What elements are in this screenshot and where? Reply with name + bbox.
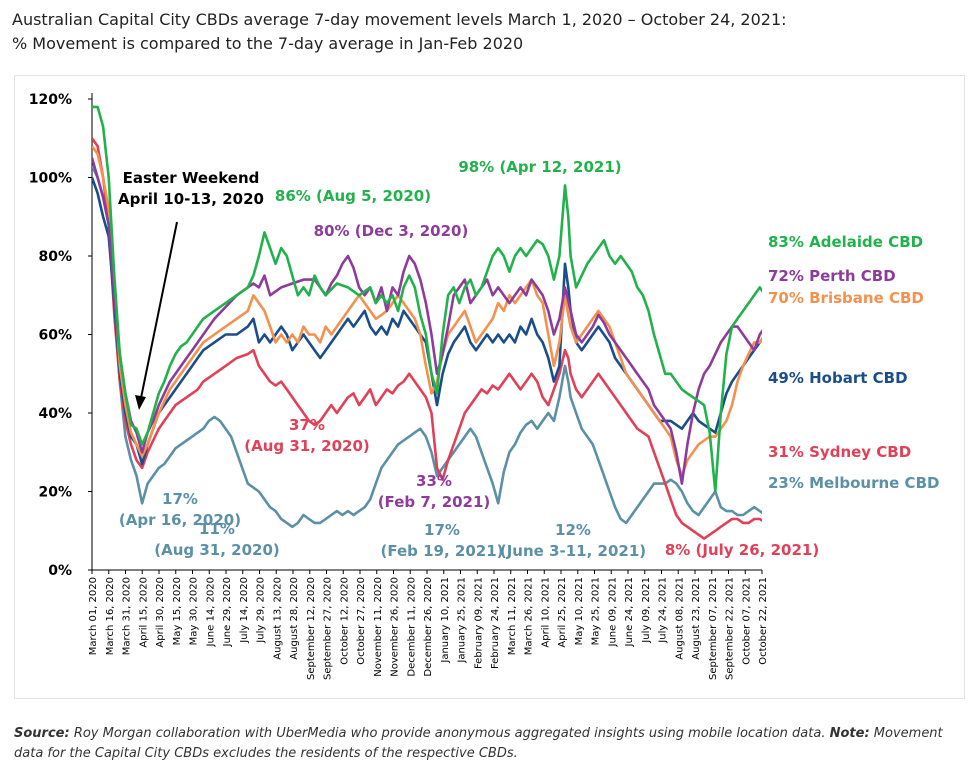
y-tick-label: 100% bbox=[29, 171, 72, 187]
end-label-perth-cbd: 72% Perth CBD bbox=[768, 267, 896, 285]
x-tick-label: December 26, 2020 bbox=[423, 577, 434, 677]
x-tick-label: April 15, 2020 bbox=[138, 577, 149, 648]
x-tick-label: March 11, 2021 bbox=[507, 577, 518, 655]
x-tick-label: March 16, 2020 bbox=[105, 577, 116, 655]
annotation-easter: Easter Weekend bbox=[123, 169, 260, 187]
y-tick-label: 80% bbox=[38, 249, 72, 265]
x-tick-label: July 09, 2021 bbox=[641, 577, 652, 644]
x-tick-label: September 12, 2020 bbox=[306, 577, 317, 680]
annotation-m-aug: 11% bbox=[199, 520, 235, 538]
annotation-m-apr: (Apr 16, 2020) bbox=[119, 511, 241, 529]
annotation-easter: April 10-13, 2020 bbox=[118, 190, 264, 208]
x-tick-label: August 13, 2020 bbox=[272, 577, 283, 660]
x-tick-label: September 27, 2020 bbox=[323, 577, 334, 680]
chart-title: Australian Capital City CBDs average 7-d… bbox=[12, 8, 957, 56]
annotation-a-peak2021: 98% (Apr 12, 2021) bbox=[458, 158, 621, 176]
x-tick-label: January 10, 2021 bbox=[440, 577, 451, 664]
annotation-s-aug: (Aug 31, 2020) bbox=[244, 437, 370, 455]
y-tick-label: 20% bbox=[38, 485, 72, 501]
annotation-p-dec: 80% (Dec 3, 2020) bbox=[314, 222, 469, 240]
x-tick-label: June 09, 2021 bbox=[607, 577, 618, 648]
x-tick-label: April 10, 2021 bbox=[540, 577, 551, 648]
series-line-adelaide-cbd bbox=[92, 105, 762, 493]
x-tick-label: July 14, 2020 bbox=[239, 577, 250, 644]
x-tick-label: September 07, 2021 bbox=[708, 577, 719, 680]
y-tick-label: 0% bbox=[48, 563, 72, 579]
chart-title-line-2: % Movement is compared to the 7-day aver… bbox=[12, 34, 524, 53]
y-tick-label: 60% bbox=[38, 328, 72, 344]
x-tick-label: March 31, 2020 bbox=[122, 577, 133, 655]
annotation-a-peak2020: 86% (Aug 5, 2020) bbox=[275, 187, 431, 205]
x-tick-label: May 30, 2020 bbox=[189, 577, 200, 645]
end-label-hobart-cbd: 49% Hobart CBD bbox=[768, 369, 908, 387]
x-tick-label: August 23, 2021 bbox=[691, 577, 702, 660]
x-tick-label: August 28, 2020 bbox=[289, 577, 300, 660]
annotation-p-feb: (Feb 7, 2021) bbox=[378, 493, 491, 511]
x-tick-label: February 09, 2021 bbox=[473, 577, 484, 669]
easter-arrow-head bbox=[135, 395, 146, 410]
x-tick-label: May 10, 2021 bbox=[574, 577, 585, 645]
source-note: Source: Roy Morgan collaboration with Ub… bbox=[14, 724, 954, 764]
x-tick-label: July 24, 2021 bbox=[658, 577, 669, 644]
annotation-p-feb: 33% bbox=[416, 472, 452, 490]
x-tick-label: March 26, 2021 bbox=[524, 577, 535, 655]
x-tick-label: June 24, 2021 bbox=[624, 577, 635, 648]
series-line-brisbane-cbd bbox=[92, 145, 762, 478]
x-tick-label: June 14, 2020 bbox=[205, 577, 216, 648]
x-tick-label: October 22, 2021 bbox=[758, 577, 769, 665]
end-label-adelaide-cbd: 83% Adelaide CBD bbox=[768, 233, 923, 251]
annotation-s-july: 8% (July 26, 2021) bbox=[665, 541, 819, 559]
series-line-sydney-cbd bbox=[92, 137, 762, 540]
annotation-s-aug: 37% bbox=[289, 416, 325, 434]
easter-arrow-line bbox=[140, 221, 178, 399]
y-tick-label: 40% bbox=[38, 406, 72, 422]
x-tick-label: August 08, 2021 bbox=[674, 577, 685, 660]
x-tick-label: October 07, 2021 bbox=[741, 577, 752, 665]
x-tick-label: October 27, 2020 bbox=[356, 577, 367, 665]
source-text: Roy Morgan collaboration with UberMedia … bbox=[69, 726, 830, 741]
x-tick-label: July 29, 2020 bbox=[256, 577, 267, 644]
annotation-m-apr: 17% bbox=[162, 490, 198, 508]
x-tick-label: September 22, 2021 bbox=[725, 577, 736, 680]
note-text: Movement data for the Capital City CBDs … bbox=[14, 726, 943, 761]
x-tick-label: April 25, 2021 bbox=[557, 577, 568, 648]
annotation-m-june: 12% bbox=[555, 521, 591, 539]
source-label: Source: bbox=[14, 726, 70, 741]
end-label-melbourne-cbd: 23% Melbourne CBD bbox=[768, 474, 939, 492]
x-tick-label: February 24, 2021 bbox=[490, 577, 501, 669]
x-tick-label: March 01, 2020 bbox=[88, 577, 99, 655]
x-tick-label: April 30, 2020 bbox=[155, 577, 166, 648]
chart-title-line-1: Australian Capital City CBDs average 7-d… bbox=[12, 10, 787, 29]
x-tick-label: November 26, 2020 bbox=[390, 577, 401, 677]
x-tick-label: October 12, 2020 bbox=[339, 577, 350, 665]
series-line-hobart-cbd bbox=[92, 177, 762, 466]
annotation-m-june: (June 3-11, 2021) bbox=[500, 542, 646, 560]
x-tick-label: June 29, 2020 bbox=[222, 577, 233, 648]
annotation-m-feb: (Feb 19, 2021) bbox=[380, 542, 503, 560]
end-label-brisbane-cbd: 70% Brisbane CBD bbox=[768, 289, 924, 307]
x-tick-label: May 25, 2021 bbox=[591, 577, 602, 645]
x-tick-label: May 15, 2020 bbox=[172, 577, 183, 645]
annotation-m-aug: (Aug 31, 2020) bbox=[154, 541, 280, 559]
note-label: Note: bbox=[829, 726, 870, 741]
series-line-melbourne-cbd bbox=[92, 165, 762, 529]
end-label-sydney-cbd: 31% Sydney CBD bbox=[768, 443, 911, 461]
y-tick-label: 120% bbox=[29, 92, 72, 108]
annotation-m-feb: 17% bbox=[424, 521, 460, 539]
x-tick-label: December 11, 2020 bbox=[406, 577, 417, 677]
x-tick-label: January 25, 2021 bbox=[457, 577, 468, 664]
x-tick-label: November 11, 2020 bbox=[373, 577, 384, 677]
